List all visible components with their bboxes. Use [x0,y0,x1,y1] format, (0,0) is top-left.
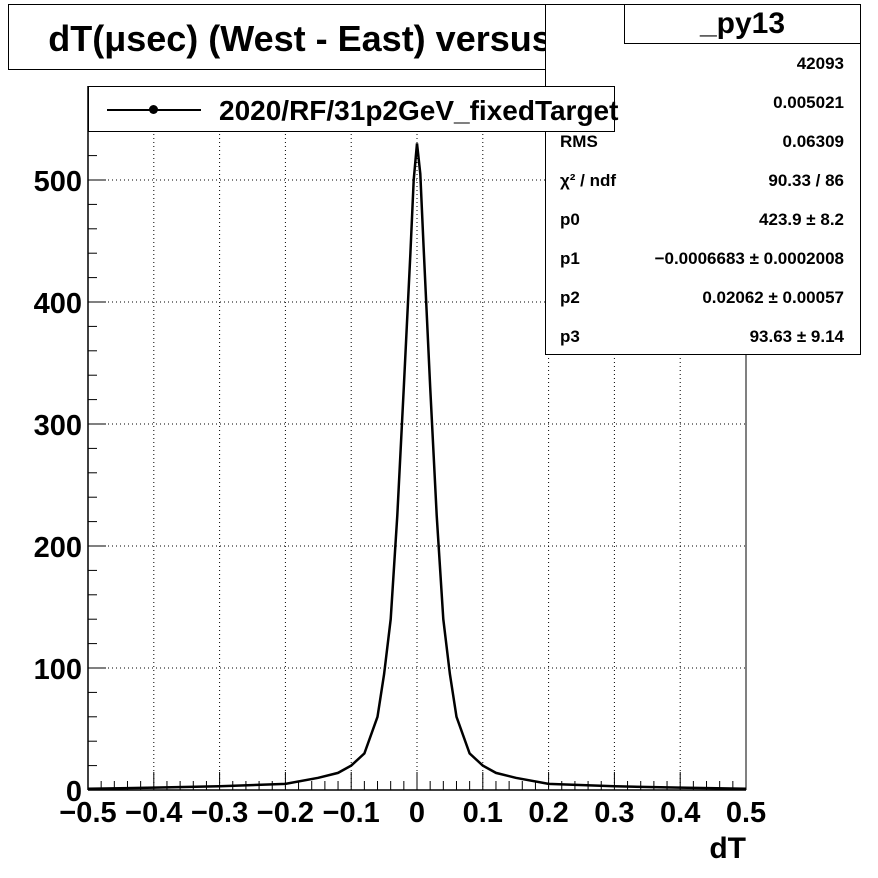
stats-row-value: 90.33 / 86 [768,171,844,190]
stats-row: χ² / ndf 90.33 / 86 [560,169,844,193]
x-tick-label: 0.5 [726,797,766,829]
stats-row-value: 42093 [796,54,844,73]
x-tick-label: 0.4 [660,797,700,829]
legend-entry: 2020/RF/31p2GeV_fixedTarget [219,95,619,126]
stats-name: _py13 [624,5,860,44]
stats-row: p0 423.9 ± 8.2 [560,208,844,232]
tick-labels: −0.5 −0.4 −0.3 −0.2 −0.1 0 0.1 0.2 0.3 0.4 0.5 0 100… [34,166,767,829]
stats-row: RMS 0.06309 [560,130,844,154]
stats-row-label: p0 [560,210,580,229]
stats-row: p3 93.63 ± 9.14 [560,325,844,349]
x-tick-label: −0.5 [59,797,116,829]
x-axis-label: dT [709,832,746,865]
stats-row-value: 0.005021 [773,93,844,112]
y-tick-label: 0 [66,776,82,808]
axes [87,86,747,791]
x-tick-label: 0 [409,797,425,829]
data-series-line [87,143,747,791]
stats-row: p1 −0.0006683 ± 0.0002008 [560,247,844,271]
stats-row-label: p2 [560,288,580,307]
y-tick-label: 200 [34,532,82,564]
stats-row-label: RMS [560,132,598,151]
stats-row: p2 0.02062 ± 0.00057 [560,286,844,310]
x-tick-label: −0.4 [125,797,182,829]
x-tick-label: 0.1 [463,797,503,829]
stats-row-value: 0.06309 [782,132,844,151]
stats-row-label: p1 [560,249,580,268]
x-tick-label: 0.2 [528,797,568,829]
y-tick-label: 500 [34,166,82,198]
legend-marker-icon [149,105,158,114]
y-tick-label: 400 [34,288,82,320]
stats-box: _py13 42093 0.005021 RMS 0.06309 χ² / ndf 90.… [545,4,861,355]
stats-row-value: 0.02062 ± 0.00057 [702,288,844,307]
stats-row: 0.005021 [560,91,844,115]
stats-row-label: p3 [560,327,580,346]
title-box: dT(μsec) (West - East) versus Z [8,4,624,70]
stats-row-value: 93.63 ± 9.14 [749,327,844,346]
stats-row: 42093 [560,52,844,76]
x-tick-label: −0.3 [191,797,248,829]
stats-row-value: −0.0006683 ± 0.0002008 [654,249,844,268]
y-tick-label: 100 [34,654,82,686]
y-tick-label: 300 [34,410,82,442]
x-tick-label: 0.3 [594,797,634,829]
x-tick-label: −0.2 [257,797,314,829]
grid-lines [87,86,747,791]
x-tick-label: −0.1 [323,797,380,829]
stats-row-value: 423.9 ± 8.2 [759,210,844,229]
legend-box: 2020/RF/31p2GeV_fixedTarget [88,86,619,132]
chart-title: dT(μsec) (West - East) versus Z [48,18,584,59]
stats-row-label: χ² / ndf [560,171,617,190]
